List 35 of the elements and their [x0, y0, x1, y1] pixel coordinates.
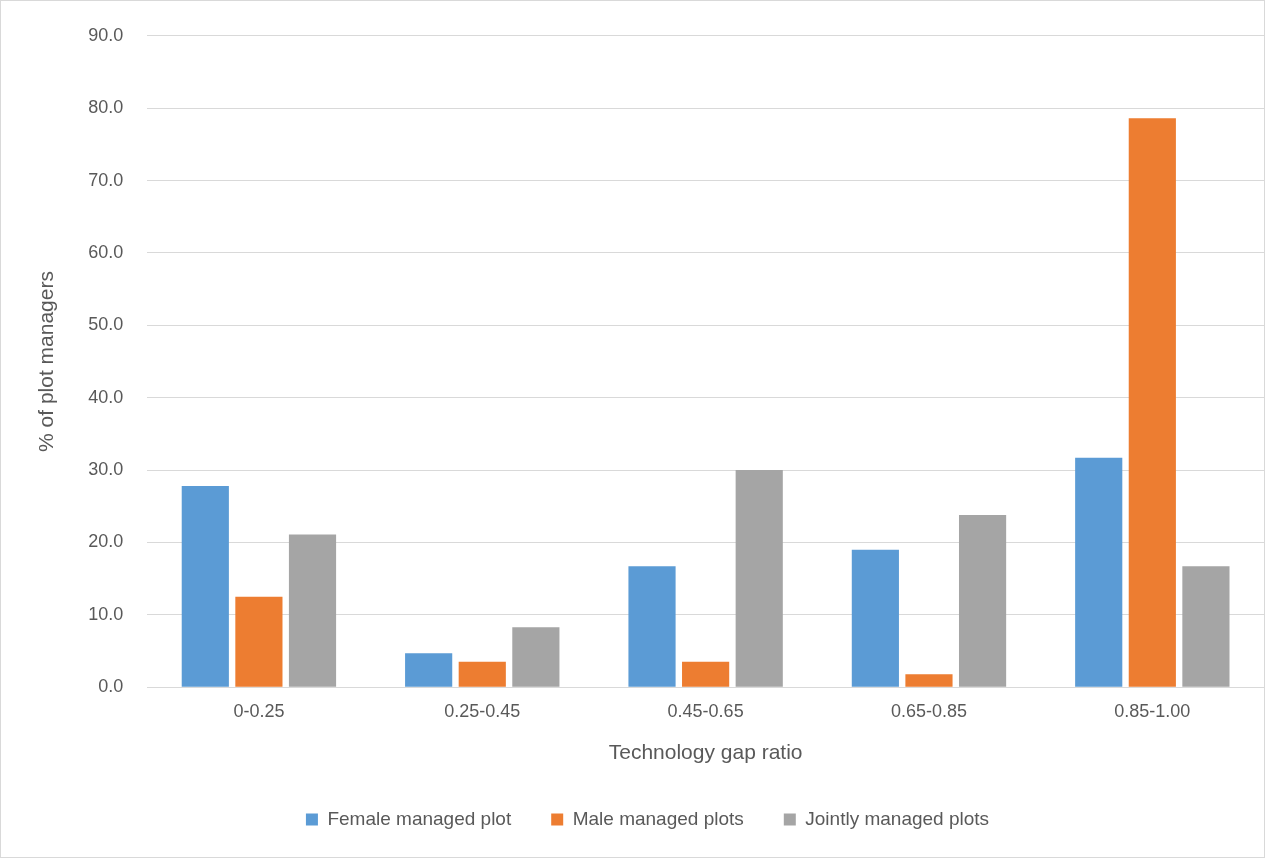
y-tick-label: 20.0: [88, 531, 124, 552]
y-tick-label: 80.0: [88, 97, 124, 118]
y-tick-label: 50.0: [88, 314, 124, 335]
legend-label: Female managed plot: [327, 807, 512, 829]
bar: [905, 674, 953, 687]
bar: [405, 653, 453, 687]
bar: [1182, 566, 1230, 687]
bar: [851, 549, 899, 687]
legend-label: Jointly managed plots: [805, 807, 990, 829]
x-tick-label: 0.65-0.85: [890, 700, 967, 721]
bar: [288, 534, 337, 687]
bar: [235, 596, 283, 687]
y-tick-label: 90.0: [88, 24, 124, 45]
bar: [181, 485, 229, 687]
x-tick-label: 0.25-0.45: [444, 700, 521, 721]
bar: [458, 661, 506, 687]
y-tick-label: 40.0: [88, 386, 124, 407]
y-tick-label: 60.0: [88, 241, 124, 262]
y-tick-label: 70.0: [88, 169, 124, 190]
y-tick-label: 10.0: [88, 603, 124, 624]
bar: [735, 470, 783, 687]
x-tick-label: 0.85-1.00: [1114, 700, 1191, 721]
bar: [682, 661, 730, 687]
y-tick-label: 30.0: [88, 459, 124, 480]
legend-label: Male managed plots: [572, 807, 744, 829]
bar: [628, 566, 676, 687]
y-tick-label: 0.0: [98, 676, 124, 697]
x-tick-label: 0.45-0.65: [667, 700, 744, 721]
bar: [512, 627, 560, 687]
bar: [1128, 118, 1176, 687]
bar: [1075, 457, 1123, 687]
x-tick-label: 0-0.25: [233, 700, 285, 721]
y-axis-title: % of plot managers: [34, 271, 58, 452]
x-axis-title: Technology gap ratio: [608, 740, 803, 764]
bar: [958, 514, 1007, 687]
